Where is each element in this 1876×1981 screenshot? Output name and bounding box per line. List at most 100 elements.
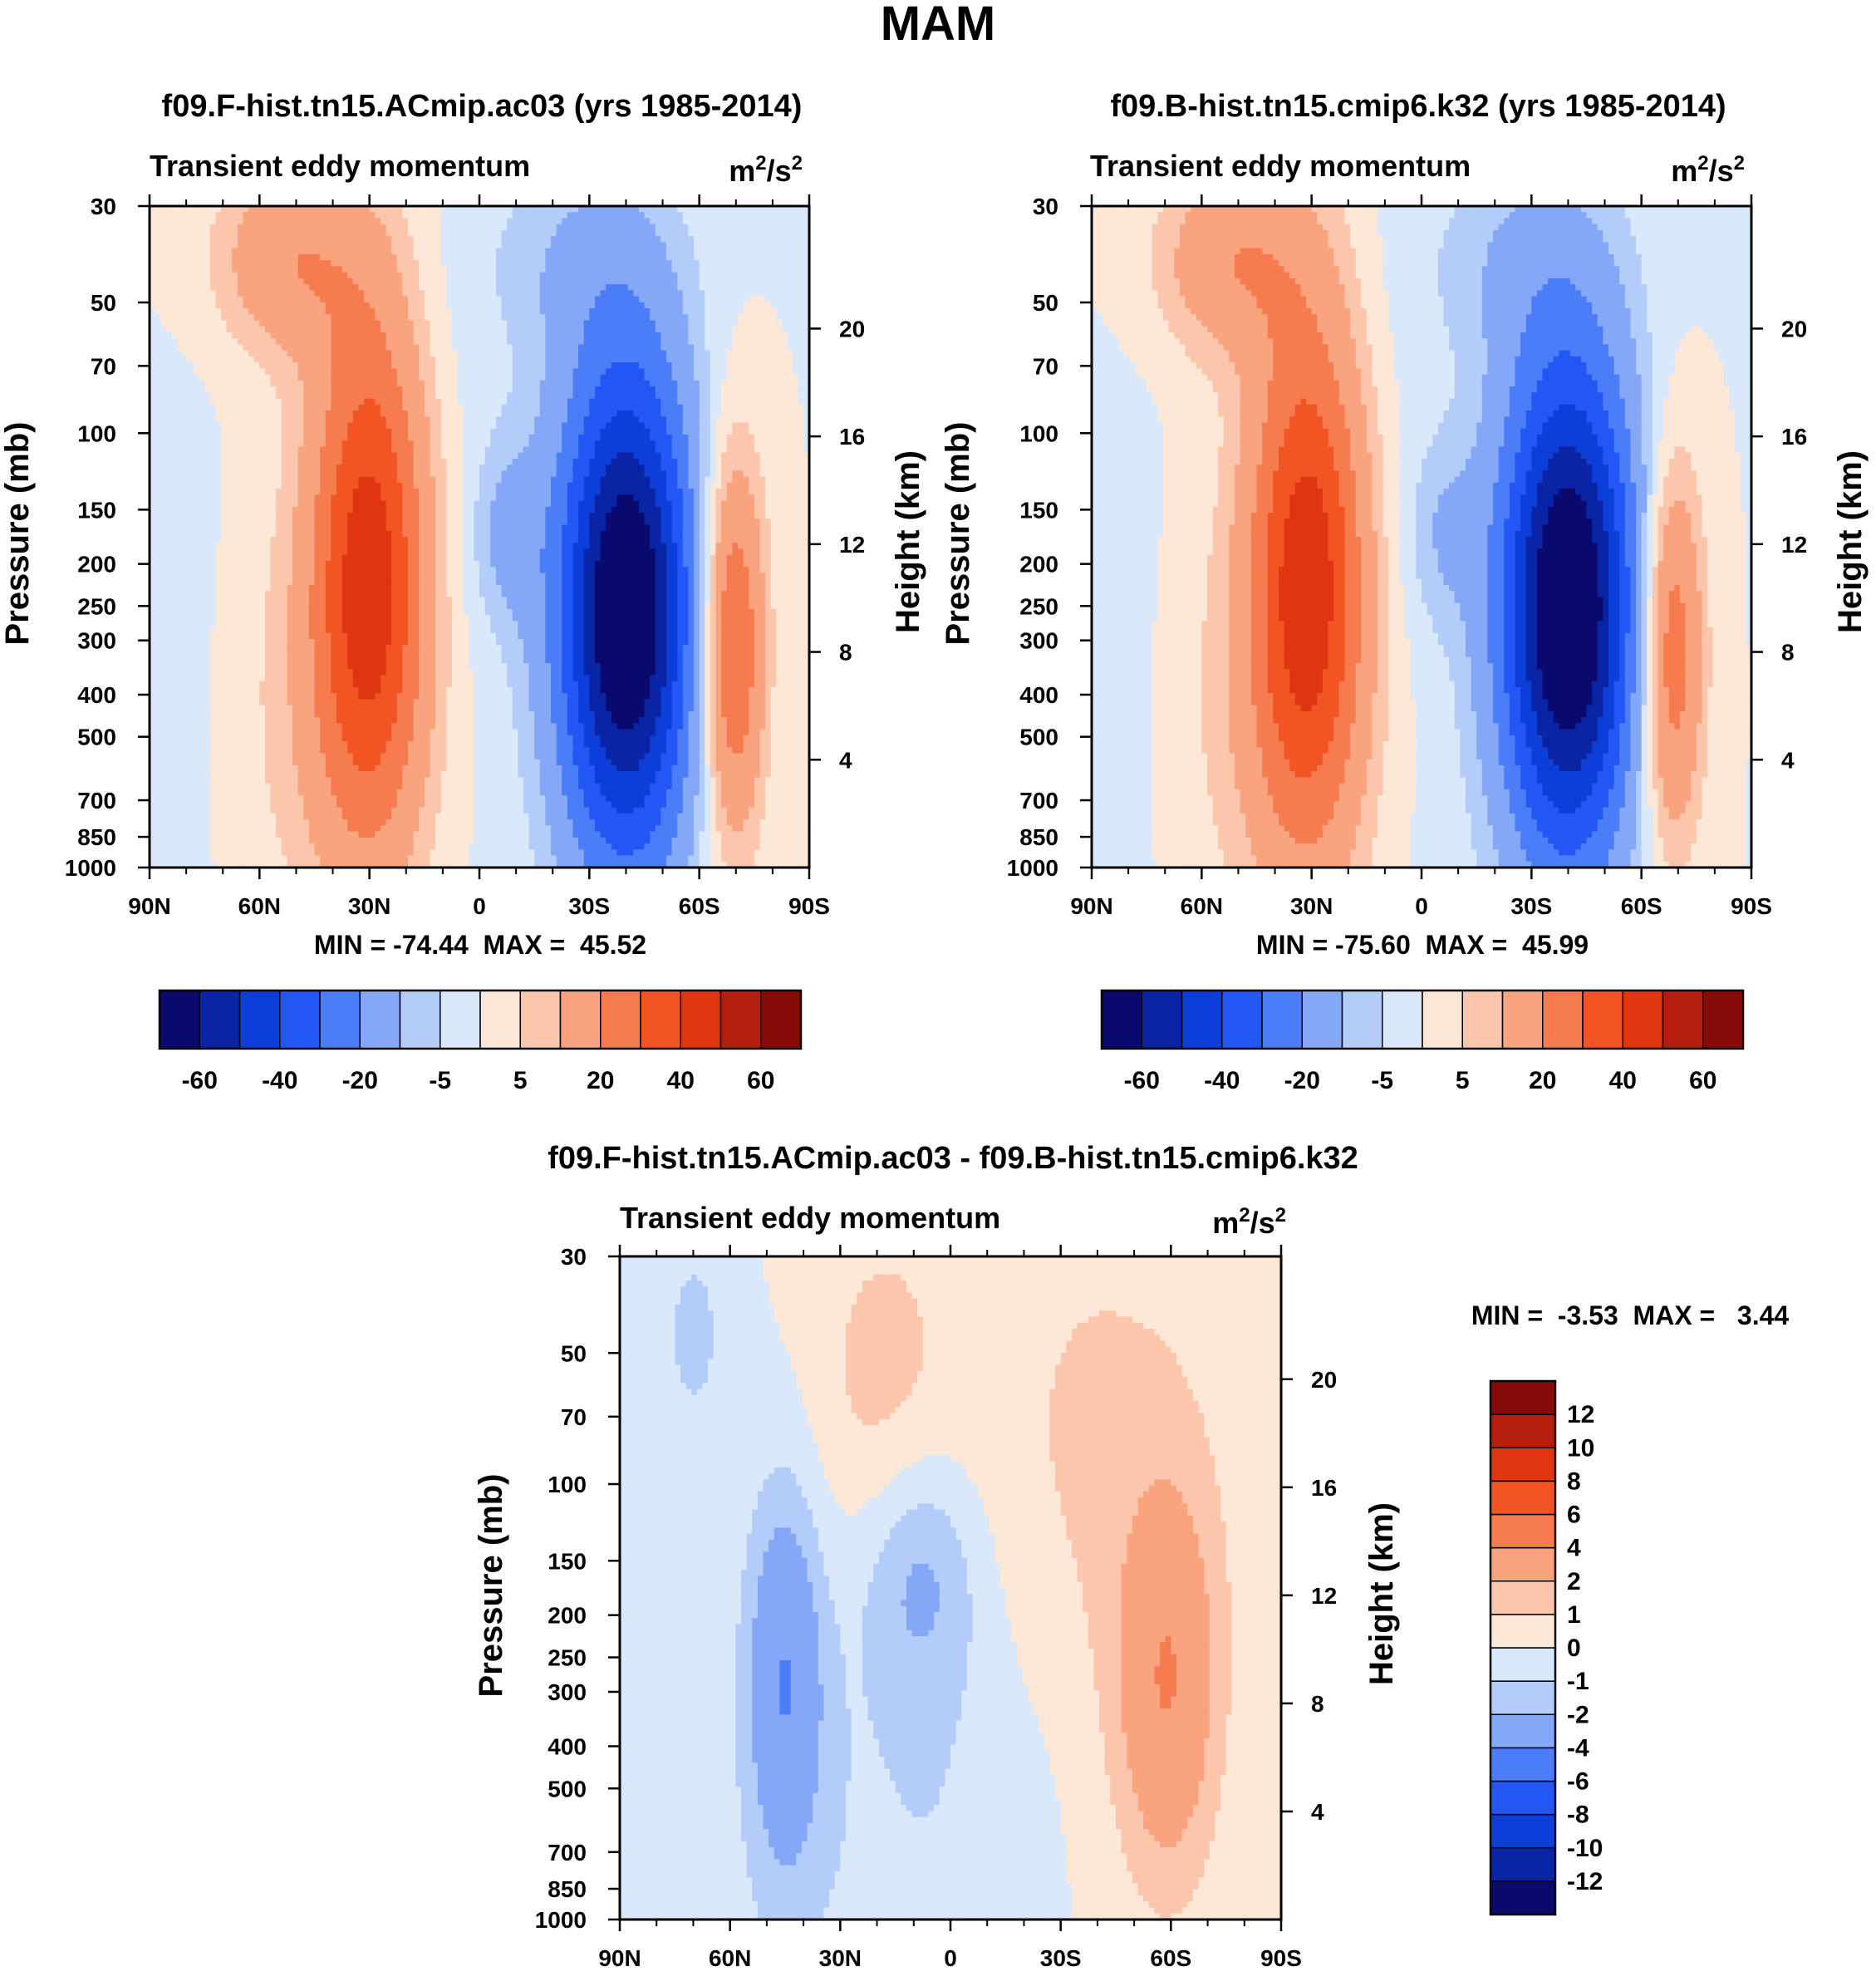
- field-cell: [430, 248, 435, 255]
- field-cell: [210, 218, 216, 224]
- field-cell: [177, 254, 183, 261]
- field-cell: [435, 254, 441, 261]
- field-cell: [419, 212, 425, 219]
- field-cell: [496, 212, 502, 219]
- field-cell: [353, 242, 359, 248]
- field-cell: [425, 218, 430, 224]
- field-cell: [408, 248, 414, 255]
- field-cell: [793, 248, 798, 255]
- field-cell: [727, 218, 733, 224]
- field-cell: [425, 230, 430, 237]
- field-cell: [364, 230, 370, 237]
- field-cell: [287, 230, 292, 237]
- field-cell: [650, 248, 656, 255]
- field-cell: [452, 224, 458, 231]
- field-cell: [375, 242, 381, 248]
- field-cell: [336, 248, 342, 255]
- field-cell: [386, 224, 392, 231]
- field-cell: [336, 254, 342, 261]
- field-cell: [391, 236, 397, 243]
- field-cell: [738, 218, 744, 224]
- field-cell: [386, 218, 392, 224]
- field-cell: [353, 254, 359, 261]
- field-cell: [705, 212, 710, 219]
- field-cell: [788, 242, 793, 248]
- field-cell: [534, 224, 540, 231]
- field-cell: [347, 254, 353, 261]
- field-cell: [727, 212, 733, 219]
- field-cell: [557, 230, 562, 237]
- field-cell: [221, 230, 227, 237]
- field-cell: [155, 212, 161, 219]
- field-cell: [171, 236, 177, 243]
- field-cell: [370, 242, 376, 248]
- field-cell: [463, 254, 469, 261]
- field-cell: [243, 236, 248, 243]
- field-cell: [677, 230, 683, 237]
- field-cell: [645, 218, 651, 224]
- field-cell: [414, 212, 420, 219]
- field-cell: [298, 212, 304, 219]
- field-cell: [160, 230, 166, 237]
- field-cell: [375, 236, 381, 243]
- field-cell: [166, 236, 172, 243]
- field-cell: [507, 218, 513, 224]
- field-cell: [342, 236, 348, 243]
- field-cell: [479, 224, 485, 231]
- field-cell: [534, 236, 540, 243]
- field-cell: [650, 212, 656, 219]
- field-cell: [700, 212, 705, 219]
- field-cell: [199, 218, 205, 224]
- field-cell: [248, 254, 254, 261]
- field-cell: [490, 224, 496, 231]
- field-cell: [683, 218, 689, 224]
- field-cell: [782, 224, 788, 231]
- field-cell: [485, 248, 491, 255]
- field-cell: [336, 212, 342, 219]
- field-cell: [601, 212, 607, 219]
- field-cell: [430, 242, 435, 248]
- field-cell: [204, 224, 210, 231]
- field-cell: [342, 230, 348, 237]
- figure: MAM f09.F-hist.tn15.ACmip.ac03 (yrs 1985…: [0, 0, 1876, 1981]
- field-cell: [320, 212, 326, 219]
- field-cell: [303, 224, 309, 231]
- field-cell: [215, 248, 221, 255]
- field-cell: [221, 224, 227, 231]
- field-cell: [259, 230, 265, 237]
- field-cell: [441, 236, 447, 243]
- field-cell: [633, 230, 639, 237]
- field-cell: [248, 218, 254, 224]
- field-cell: [705, 248, 710, 255]
- field-cell: [326, 248, 331, 255]
- field-cell: [446, 248, 452, 255]
- field-cell: [744, 236, 749, 243]
- field-cell: [738, 248, 744, 255]
- field-cell: [628, 218, 634, 224]
- field-cell: [259, 218, 265, 224]
- field-cell: [732, 248, 738, 255]
- field-cell: [589, 248, 595, 255]
- field-cell: [347, 248, 353, 255]
- field-cell: [199, 230, 205, 237]
- field-cell: [254, 236, 260, 243]
- field-cell: [309, 212, 315, 219]
- field-cell: [414, 242, 420, 248]
- field-cell: [622, 242, 628, 248]
- field-cell: [402, 212, 408, 219]
- field-cell: [710, 212, 716, 219]
- field-cell: [496, 236, 502, 243]
- field-cell: [199, 248, 205, 255]
- field-cell: [557, 248, 562, 255]
- field-cell: [303, 212, 309, 219]
- field-cell: [370, 248, 376, 255]
- field-cell: [243, 224, 248, 231]
- field-cell: [545, 242, 551, 248]
- field-cell: [199, 212, 205, 219]
- field-cell: [628, 242, 634, 248]
- field-cell: [589, 236, 595, 243]
- field-cell: [584, 218, 590, 224]
- field-cell: [315, 254, 321, 261]
- field-cell: [628, 236, 634, 243]
- field-cell: [419, 224, 425, 231]
